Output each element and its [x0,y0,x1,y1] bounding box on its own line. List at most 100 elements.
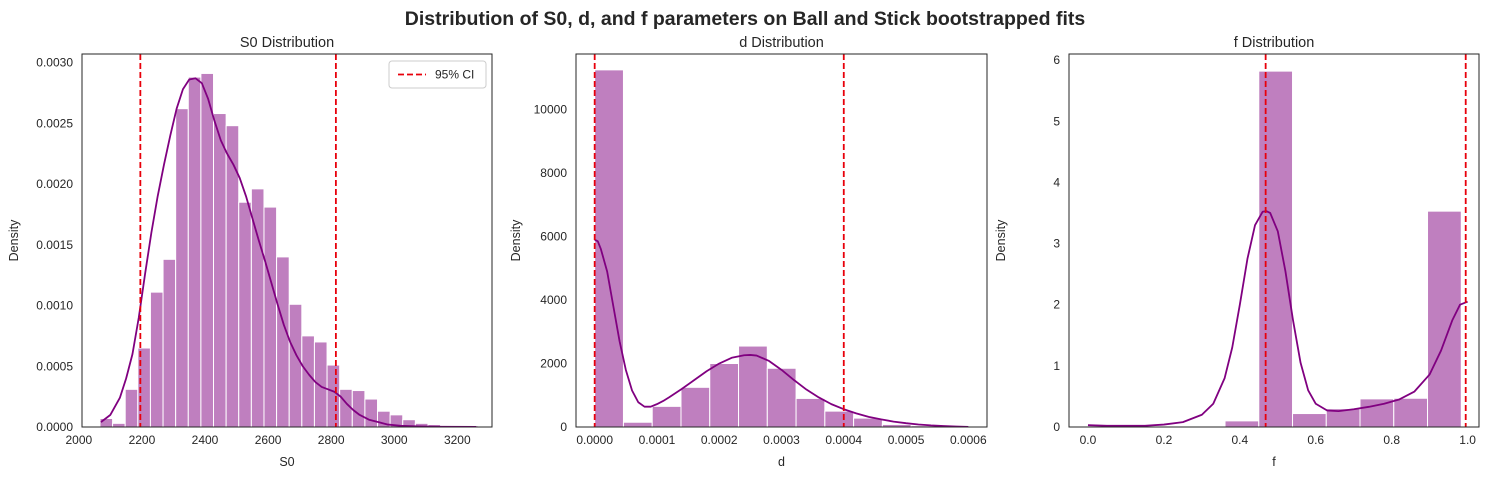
histogram-bar [149,291,164,427]
x-tick-label: 0.0006 [950,433,987,447]
y-tick-label: 0 [1053,420,1060,434]
histogram-bar [594,69,624,427]
histogram-bar [622,421,653,427]
x-axis-ticks: 0.0000 0.0001 0.0002 0.0003 0.0004 0.0005 0.00… [576,433,987,447]
y-tick-label: 0.0000 [36,420,73,434]
x-tick-label: 0.2 [1156,433,1173,447]
x-tick-label: 3200 [444,433,471,447]
histogram-bar [738,345,768,427]
histogram-bar [651,405,682,427]
x-axis-label: S0 [279,455,294,469]
y-tick-label: 0.0015 [36,238,73,252]
histogram-bar [1427,210,1462,427]
y-tick-label: 1 [1053,359,1060,373]
histogram-bar [1224,420,1260,427]
x-axis-ticks: 0.0 0.2 0.4 0.6 0.8 1.0 [1080,433,1477,447]
histogram-bar [175,108,189,427]
y-tick-label: 6000 [540,230,567,244]
histogram-bar [99,417,114,427]
y-tick-label: 0.0005 [36,359,73,373]
x-tick-label: 0.0005 [888,433,925,447]
histogram-bar [238,201,252,427]
x-axis-label: d [778,455,785,469]
x-tick-label: 2600 [255,433,282,447]
x-tick-label: 0.4 [1231,433,1248,447]
panel-title: S0 Distribution [240,35,334,51]
histogram-bar [1292,413,1327,427]
histogram-bar [680,386,711,427]
x-tick-label: 0.6 [1307,433,1324,447]
kde-curve [1087,210,1468,427]
histogram-bars [594,69,970,427]
x-tick-label: 0.0000 [576,433,613,447]
legend-label: 95% CI [435,68,474,82]
axes-frame [81,53,493,428]
legend-box [388,60,487,89]
histogram-bar [288,303,303,427]
y-axis-label: Density [509,219,523,261]
panel-title: f Distribution [1234,35,1315,51]
x-tick-label: 0.0004 [825,433,862,447]
y-tick-label: 4 [1053,175,1060,189]
panel-title: d Distribution [739,35,824,51]
x-tick-label: 0.0001 [639,433,676,447]
y-tick-label: 5 [1053,114,1060,128]
x-tick-label: 2000 [65,433,92,447]
x-tick-label: 2800 [318,433,345,447]
histogram-bars [1224,70,1462,427]
y-axis-ticks: 0 1 2 3 4 5 6 [1053,53,1060,434]
x-tick-label: 3000 [381,433,408,447]
histogram-bar [795,397,826,427]
histogram-bar [213,113,227,427]
histogram-bar [326,364,341,427]
histogram-bar [313,341,328,427]
chart-panel-1: S0 Distribution 2000 2200 2400 2600 2800 3000 3… [7,35,493,469]
y-tick-label: 0.0030 [36,56,73,70]
y-tick-label: 3 [1053,237,1060,251]
x-tick-label: 0.0002 [701,433,738,447]
y-tick-label: 0.0010 [36,299,73,313]
y-tick-label: 2000 [540,357,567,371]
histogram-bar [364,398,379,427]
histogram-bar [351,390,366,427]
y-axis-ticks: 0.0000 0.0005 0.0010 0.0015 0.0020 0.0025 0.00… [36,56,73,434]
axes-frame [575,53,988,428]
y-axis-label: Density [994,219,1008,261]
y-tick-label: 0.0020 [36,177,73,191]
figure-title: Distribution of S0, d, and f parameters … [405,8,1086,30]
x-tick-label: 0.8 [1383,433,1400,447]
y-tick-label: 10000 [534,103,568,117]
histogram-bar [250,188,265,427]
histogram-bar [709,363,740,427]
x-tick-label: 2200 [129,433,156,447]
chart-panel-3: f Distribution 0.0 0.2 0.4 0.6 0.8 1.0 0 1 2 3 4 5 6 f… [994,35,1480,469]
x-tick-label: 2400 [192,433,219,447]
histogram-bar [162,258,177,427]
histogram-bar [187,76,202,427]
kde-curve [594,238,969,427]
y-tick-label: 6 [1053,53,1060,67]
x-axis-label: f [1272,455,1276,469]
histogram-bar [1258,70,1294,427]
y-tick-label: 0.0025 [36,116,73,130]
x-tick-label: 0.0003 [763,433,800,447]
x-tick-label: 0.0 [1080,433,1097,447]
histogram-bar [1393,397,1429,427]
y-tick-label: 8000 [540,166,567,180]
y-tick-label: 2 [1053,298,1060,312]
histogram-bar [263,206,278,427]
y-tick-label: 0 [560,420,567,434]
kde-curve [100,77,477,427]
x-axis-ticks: 2000 2200 2400 2600 2800 3000 3200 [65,433,470,447]
histogram-bar [124,388,139,427]
histogram-bar [824,410,855,427]
y-tick-label: 4000 [540,293,567,307]
histogram-bar [276,256,290,427]
legend: 95% CI [388,60,487,89]
x-tick-label: 1.0 [1459,433,1476,447]
histogram-bar [200,72,215,427]
histogram-bar [301,335,315,427]
